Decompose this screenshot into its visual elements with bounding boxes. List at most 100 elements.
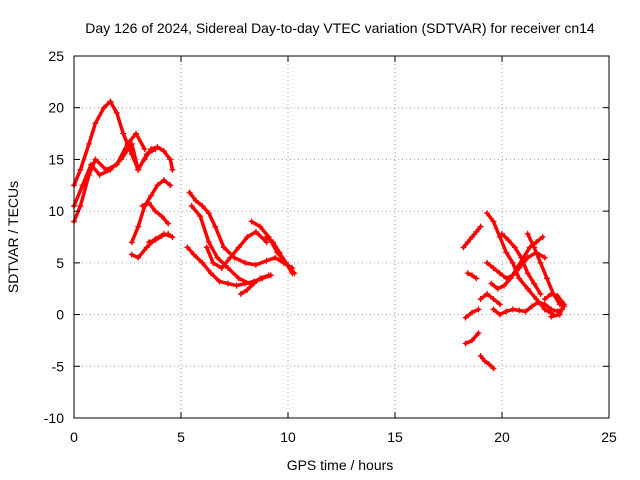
data-point xyxy=(186,189,193,196)
data-point xyxy=(548,313,555,320)
data-point xyxy=(462,340,469,347)
data-point xyxy=(263,257,270,264)
series-line xyxy=(204,230,269,270)
data-point xyxy=(272,254,279,261)
data-point xyxy=(133,130,140,137)
series-line xyxy=(72,142,140,208)
data-point xyxy=(192,197,199,204)
data-point xyxy=(235,275,242,282)
data-point xyxy=(88,161,95,168)
data-point xyxy=(541,306,548,313)
data-point xyxy=(516,275,523,282)
data-point xyxy=(141,146,148,153)
data-point xyxy=(244,286,251,293)
data-point xyxy=(265,272,272,279)
y-tick-label: 25 xyxy=(48,48,64,64)
data-point xyxy=(145,199,152,206)
data-point xyxy=(227,254,234,261)
data-point xyxy=(469,234,476,240)
y-tick-label: -10 xyxy=(44,410,64,426)
data-point xyxy=(537,290,544,297)
data-point xyxy=(216,278,223,285)
data-point xyxy=(477,223,484,230)
series-line xyxy=(130,232,175,260)
data-point xyxy=(505,237,512,244)
data-point xyxy=(541,296,548,303)
series-arc-25 xyxy=(499,230,544,297)
data-point xyxy=(242,280,249,287)
data-point xyxy=(282,259,289,266)
data-point xyxy=(203,244,210,251)
data-point xyxy=(531,244,538,251)
data-point xyxy=(541,301,548,308)
series-arc-14 xyxy=(263,234,296,277)
data-point xyxy=(528,303,535,310)
data-point xyxy=(537,259,544,266)
data-point xyxy=(477,352,484,359)
x-tick-label: 20 xyxy=(494,429,510,445)
series-arc-2 xyxy=(71,130,148,225)
data-point xyxy=(462,314,469,321)
x-tick-label: 5 xyxy=(177,429,185,445)
data-point xyxy=(128,239,135,246)
data-point xyxy=(469,309,476,316)
series-arc-20 xyxy=(477,352,497,372)
data-point xyxy=(92,156,99,163)
data-series xyxy=(71,98,568,372)
data-point xyxy=(248,218,255,225)
series-arc-18 xyxy=(462,306,482,321)
data-point xyxy=(145,239,152,246)
data-point xyxy=(92,120,99,127)
data-point xyxy=(167,156,174,163)
data-point xyxy=(501,282,508,289)
data-point xyxy=(554,292,561,299)
y-tick-label: 0 xyxy=(56,307,64,323)
data-point xyxy=(79,182,86,189)
data-point xyxy=(135,166,142,173)
data-point xyxy=(225,265,232,272)
data-point xyxy=(539,234,546,240)
data-point xyxy=(473,275,480,282)
data-point xyxy=(242,259,249,266)
data-point xyxy=(481,358,488,365)
data-point xyxy=(499,230,505,237)
data-point xyxy=(484,290,491,297)
series-line xyxy=(478,292,502,306)
data-point xyxy=(212,223,219,230)
data-point xyxy=(490,306,497,313)
series-arc-17 xyxy=(464,270,480,282)
series-arc-4 xyxy=(141,144,176,173)
y-tick-label: -5 xyxy=(52,358,65,374)
series-line xyxy=(72,99,158,188)
data-point xyxy=(548,306,555,313)
data-point xyxy=(477,296,484,303)
data-point xyxy=(235,244,242,251)
data-point xyxy=(494,285,501,292)
data-point xyxy=(169,234,176,240)
data-point xyxy=(205,239,212,246)
data-point xyxy=(513,265,520,272)
data-point xyxy=(188,202,195,209)
series-arc-19 xyxy=(462,330,482,347)
data-point xyxy=(503,249,510,256)
data-point xyxy=(199,202,206,209)
data-point xyxy=(276,249,283,256)
data-point xyxy=(533,239,540,246)
data-point xyxy=(469,272,476,279)
plot-frame xyxy=(73,55,610,419)
data-point xyxy=(561,301,568,308)
data-point xyxy=(524,230,531,237)
data-point xyxy=(490,218,497,225)
data-point xyxy=(220,244,227,251)
series-arc-22 xyxy=(490,299,565,318)
data-point xyxy=(148,192,155,199)
data-point xyxy=(496,270,503,277)
data-point xyxy=(169,166,176,173)
data-point xyxy=(100,104,107,111)
data-point xyxy=(533,296,540,303)
data-point xyxy=(524,270,531,277)
data-point xyxy=(128,140,135,147)
data-point xyxy=(205,210,212,217)
data-point xyxy=(475,306,482,313)
data-point xyxy=(511,244,518,251)
